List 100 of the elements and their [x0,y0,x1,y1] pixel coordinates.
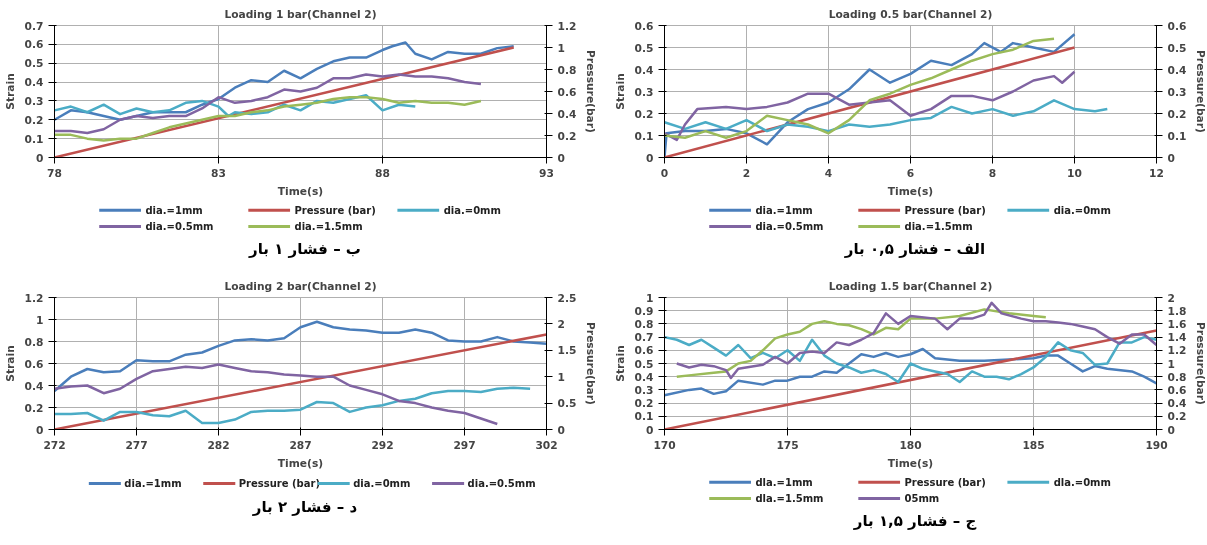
x-tick-label: 302 [535,438,558,452]
x-tick-label: 175 [776,438,799,452]
x-tick-label: 190 [1145,438,1168,452]
y-axis-title: Strain [3,73,17,110]
text: د – فشار ۲ بار [252,497,358,518]
x-axis-title: Time(s) [887,184,934,198]
chart-title: Loading 1.5 bar(Channel 2) [828,279,993,293]
y2-tick-label: 1.4 [1167,331,1187,345]
line-series [54,363,499,426]
y-tick-label: 0.6 [634,344,654,358]
y-tick-label: 0.3 [634,85,654,99]
y-tick-label: 0.5 [634,357,654,371]
line-series [675,301,1157,380]
y-tick-label: 0.6 [24,357,44,371]
y2-tick-label: 0 [1167,151,1175,165]
x-tick-label: 6 [906,166,915,180]
chart-title: Loading 0.5 bar(Channel 2) [828,7,993,21]
legend-label: dia.=1.5mm [904,220,973,232]
legend-label: dia.=0mm [353,477,411,489]
legend-label: dia.=0mm [1053,204,1111,216]
y-tick-label: 0.8 [634,317,654,331]
y-axis-title: Strain [3,345,17,382]
line-series [675,308,1048,378]
y2-axis-title: Pressure(bar) [584,50,598,133]
legend-label: Pressure (bar) [238,477,320,489]
legend-label: dla.=0mm [1053,476,1111,488]
legend-label: dia.=1.5mm [294,220,363,232]
line-series [54,320,547,393]
y2-tick-label: 0.4 [1167,63,1187,77]
x-tick-label: 287 [289,438,312,452]
y2-tick-label: 0.5 [557,397,577,411]
x-tick-label: 292 [371,438,394,452]
y-tick-label: 0.6 [634,19,654,33]
line-series [664,70,1076,142]
text: الف – فشار ۰,۵ بار [844,239,986,260]
legend-label: dia.=1mm [755,204,813,216]
legend-label: Pressure (bar) [904,476,986,488]
line-series [54,95,483,142]
x-tick-label: 10 [1067,166,1082,180]
y-tick-label: 0.3 [634,383,654,397]
y2-tick-label: 1.2 [557,19,577,33]
y-tick-label: 0.4 [24,76,44,90]
y-tick-label: 0.5 [24,57,44,71]
x-tick-label: 272 [43,438,66,452]
y-tick-label: 0 [36,423,44,437]
legend-label: dia.=0.5mm [755,220,824,232]
y2-tick-label: 1.2 [1167,344,1187,358]
y2-tick-label: 0.2 [1167,107,1187,121]
y2-tick-label: 0.6 [1167,19,1187,33]
x-axis-title: Time(s) [277,456,324,470]
chart-title: Loading 2 bar(Channel 2) [224,279,377,293]
x-tick-label: 4 [824,166,833,180]
y2-tick-label: 0 [557,423,565,437]
legend-label: Pressure (bar) [904,204,986,216]
y2-tick-label: 0 [1167,423,1175,437]
legend-label: dla.=1mm [755,476,813,488]
x-tick-label: 88 [375,166,390,180]
y2-tick-label: 0.8 [1167,370,1187,384]
x-tick-label: 78 [47,166,62,180]
y2-tick-label: 0.2 [557,129,577,143]
y-tick-label: 0.4 [634,370,654,384]
y-tick-label: 0.3 [24,94,44,108]
y-tick-label: 0.2 [24,113,44,127]
y-tick-label: 1.2 [24,291,44,305]
line-series [54,386,532,425]
y2-tick-label: 1 [557,370,565,384]
y-tick-label: 0.5 [634,41,654,55]
y-axis-title: Strain [613,73,627,110]
legend-label: dia.=0mm [443,204,501,216]
y2-axis-title: Pressure(bar) [584,322,598,405]
y2-tick-label: 0.4 [1167,397,1187,411]
legend-label: 05mm [904,492,940,504]
x-axis-title: Time(s) [887,456,934,470]
x-tick-label: 93 [539,166,554,180]
y-tick-label: 1 [646,291,654,305]
x-tick-label: 282 [207,438,230,452]
y2-tick-label: 2.5 [557,291,577,305]
legend-label: dia.=1mm [145,204,203,216]
legend-label: dia.=1mm [124,477,182,489]
y-tick-label: 0.2 [634,397,654,411]
y2-tick-label: 1 [1167,357,1175,371]
text: ب – فشار ۱ بار [249,239,361,260]
x-tick-label: 8 [988,166,997,180]
x-tick-label: 297 [453,438,476,452]
y-tick-label: 0.2 [634,107,654,121]
x-tick-label: 180 [899,438,922,452]
line-series [664,347,1157,397]
y2-tick-label: 1 [557,41,565,55]
y-tick-label: 1 [36,313,44,327]
y2-axis-title: Pressure(bar) [1194,322,1207,405]
line-series [664,37,1056,139]
y-tick-label: 0 [646,423,654,437]
y-tick-label: 0.7 [634,331,654,345]
y-tick-label: 0.8 [24,335,44,349]
y-tick-label: 0.1 [634,410,654,424]
x-tick-label: 0 [660,166,669,180]
y2-tick-label: 0.3 [1167,85,1187,99]
text: ج – فشار ۱,۵ بار [853,511,977,532]
y2-tick-label: 0.1 [1167,129,1187,143]
y2-tick-label: 0.5 [1167,41,1187,55]
